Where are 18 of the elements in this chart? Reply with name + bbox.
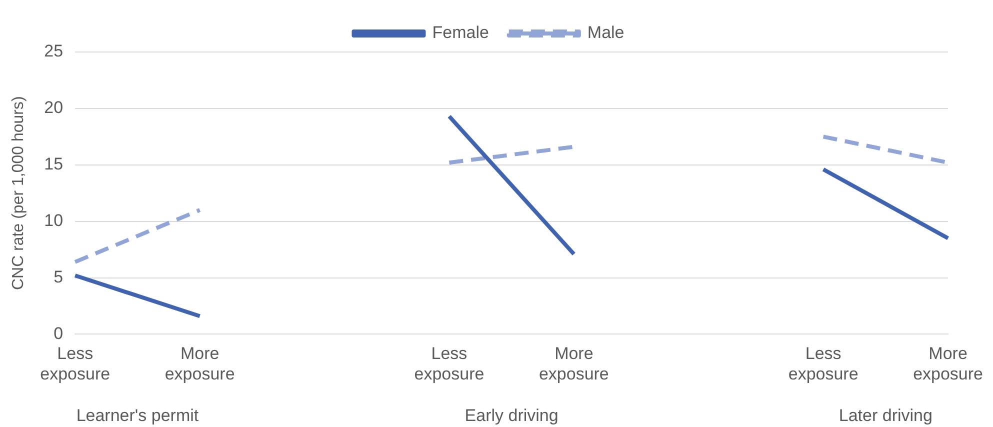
x-tick-label: More exposure (164, 344, 235, 384)
legend-label: Male (587, 23, 624, 42)
text: Early driving (464, 406, 558, 426)
y-axis-title: CNC rate (per 1,000 hours) (10, 96, 28, 290)
x-tick-label: More exposure (913, 344, 983, 384)
y-tick-label: 10 (44, 211, 64, 230)
y-tick-label: 15 (44, 154, 64, 174)
text: Learner's permit (76, 406, 199, 426)
y-tick-label: 0 (54, 324, 64, 343)
text: Later driving (838, 406, 932, 426)
legend-label: Female (432, 23, 489, 42)
y-tick-label: 20 (44, 98, 64, 118)
y-tick-label: 25 (44, 42, 64, 61)
x-tick-label: Less exposure (414, 344, 484, 384)
x-tick-label: Less exposure (40, 344, 110, 384)
x-tick-label: Less exposure (788, 344, 858, 384)
x-tick-label: More exposure (538, 344, 609, 384)
y-tick-label: 5 (54, 267, 64, 286)
